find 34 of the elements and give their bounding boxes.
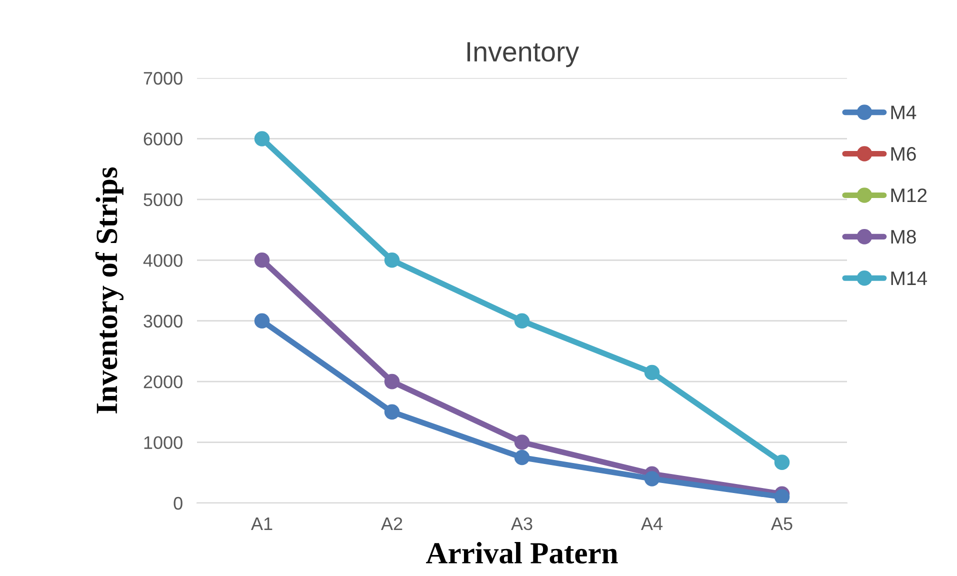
y-tick-label: 3000: [144, 314, 182, 328]
point: [774, 454, 790, 470]
point: [254, 252, 270, 268]
x-tick-label: A2: [380, 517, 402, 530]
point: [644, 471, 660, 486]
point: [384, 404, 400, 420]
point: [384, 374, 400, 390]
legend-label: M4: [891, 106, 916, 120]
legend-label: M12: [891, 188, 927, 202]
chart-title: Inventory: [467, 42, 580, 68]
y-tick-label: 0: [174, 496, 182, 510]
x-tick-label: A5: [770, 518, 792, 530]
y-tick-label: 1000: [144, 436, 182, 450]
y-axis-title: Inventory of Strips: [95, 167, 124, 414]
y-tick-label: 7000: [144, 72, 182, 85]
point: [514, 434, 530, 450]
point: [774, 489, 790, 503]
legend-label: M8: [891, 230, 916, 244]
point: [514, 313, 530, 328]
point: [254, 313, 270, 328]
x-tick-label: A4: [640, 518, 663, 530]
point: [644, 364, 660, 380]
x-axis-title: Arrival Patern: [426, 542, 618, 564]
legend-label: M6: [891, 146, 916, 161]
point: [384, 252, 400, 268]
point: [514, 450, 530, 466]
y-tick-label: 4000: [143, 254, 182, 267]
x-tick-label: A1: [250, 518, 272, 530]
y-tick-label: 5000: [144, 193, 182, 206]
legend-label: M14: [891, 272, 927, 285]
x-tick-label: A3: [510, 517, 532, 530]
point: [254, 131, 270, 146]
y-tick-label: 2000: [144, 376, 182, 388]
y-tick-label: 6000: [144, 132, 182, 146]
